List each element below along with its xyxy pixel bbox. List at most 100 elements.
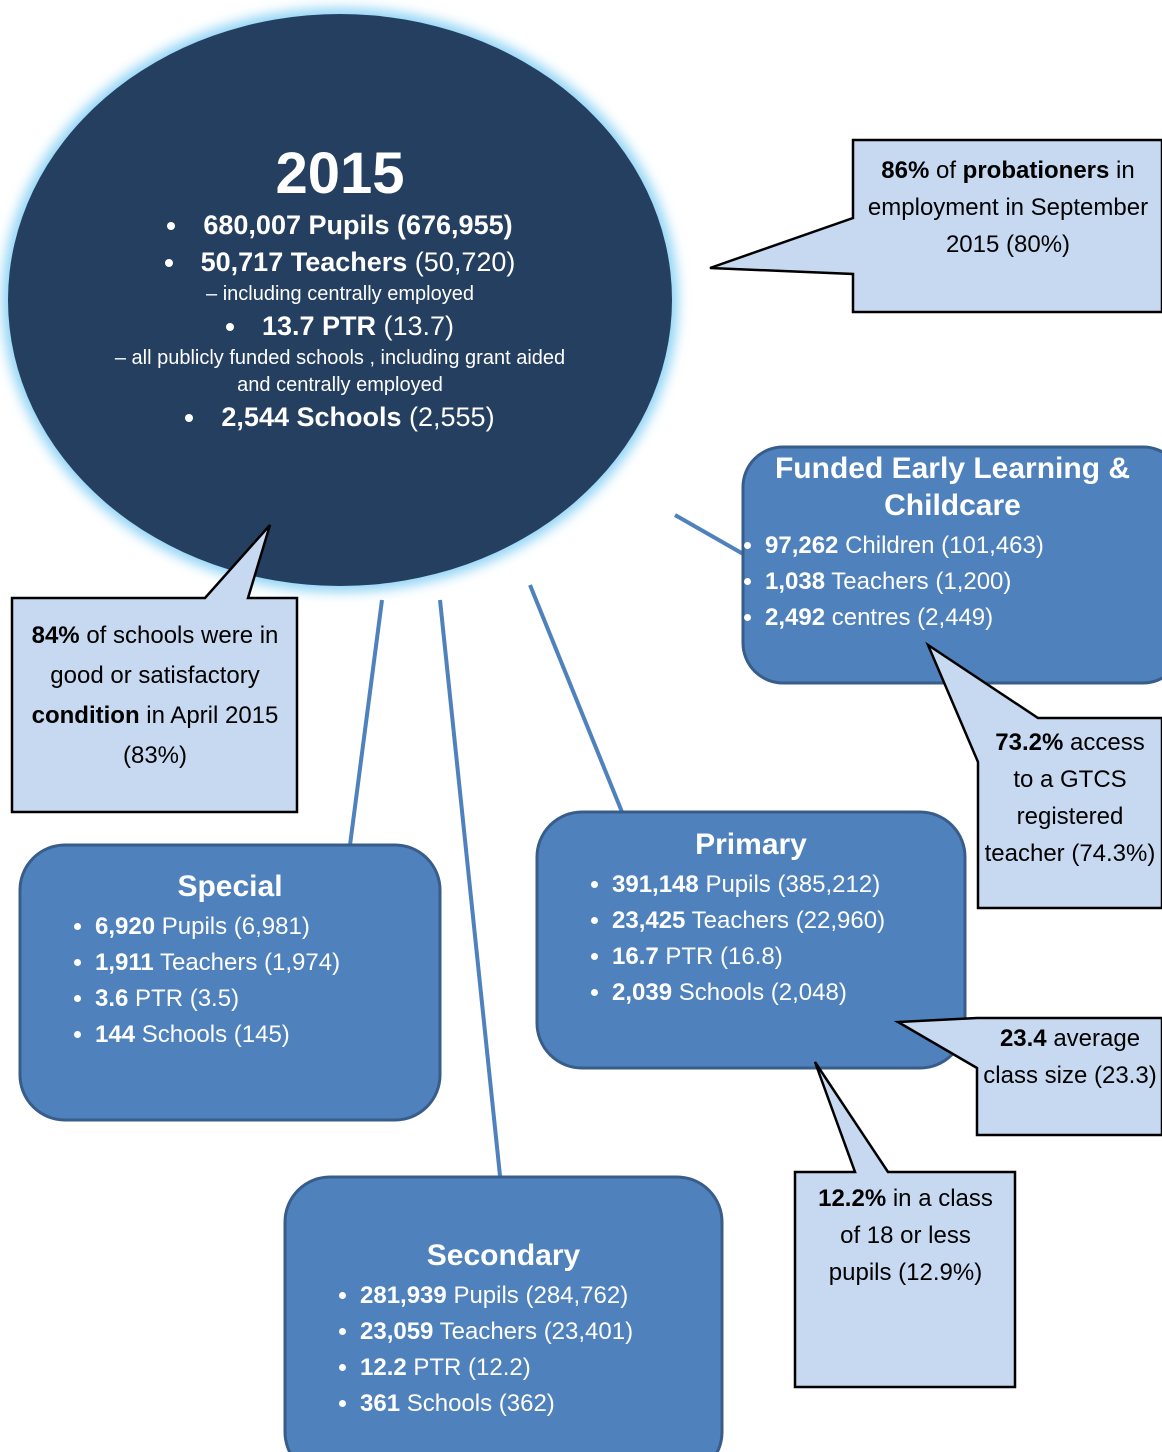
item-strong: 1,038 xyxy=(765,568,826,595)
connector xyxy=(528,584,624,813)
item-rest: Schools (2,048) xyxy=(678,979,847,1006)
item-strong: 23,425 xyxy=(612,907,686,934)
box-title: Special xyxy=(177,870,283,903)
center-note: – including centrally employed xyxy=(206,283,474,305)
box-item: 281,939 Pupils (284,762) xyxy=(360,1278,722,1314)
item-rest: Teachers (22,960) xyxy=(691,907,886,934)
box-early-learning-text: Funded Early Learning & Childcare 97,262 … xyxy=(743,450,1162,636)
box-special-text: Special6,920 Pupils (6,981)1,911 Teacher… xyxy=(20,868,440,1053)
center-summary: 2015 680,007 Pupils (676,955) 50,717 Tea… xyxy=(100,140,580,436)
connector xyxy=(674,513,746,557)
callout-class-size: 23.4 average class size (23.3) xyxy=(980,1020,1160,1094)
center-item: 680,007 Pupils (676,955) xyxy=(100,207,580,244)
box-item: 16.7 PTR (16.8) xyxy=(612,939,965,975)
item-strong: 12.2 xyxy=(360,1354,407,1381)
item-rest: (13.7) xyxy=(383,311,455,341)
item-strong: 3.6 xyxy=(95,985,129,1012)
callout-text: of schools were in good or satisfactory xyxy=(50,622,279,689)
callout-text: in employment in September 2015 (80%) xyxy=(867,157,1149,258)
callout-shape xyxy=(893,1016,1162,1137)
connector xyxy=(438,599,504,1196)
connectors xyxy=(348,513,746,1196)
callout-probationers: 86% of probationers in employment in Sep… xyxy=(860,152,1156,263)
callout-shape xyxy=(10,524,299,814)
box-item: 1,911 Teachers (1,974) xyxy=(95,945,440,981)
callout-text: average class size (23.3) xyxy=(983,1025,1157,1089)
callout-text: in April 2015 (83%) xyxy=(122,702,279,769)
box-list: 6,920 Pupils (6,981)1,911 Teachers (1,97… xyxy=(20,909,440,1053)
center-list: 13.7 PTR (13.7) xyxy=(100,308,580,345)
item-rest: Schools (145) xyxy=(141,1021,290,1048)
item-strong: 50,717 Teachers xyxy=(200,247,408,277)
center-list: 2,544 Schools (2,555) xyxy=(100,399,580,436)
item-rest: Teachers (1,200) xyxy=(831,568,1012,595)
item-strong: 2,492 xyxy=(765,604,826,631)
box-item: 23,059 Teachers (23,401) xyxy=(360,1314,722,1350)
item-strong: 391,148 xyxy=(612,871,699,898)
item-strong: 23,059 xyxy=(360,1318,434,1345)
item-rest: PTR (16.8) xyxy=(665,943,783,970)
callout-text: access to a GTCS registered teacher (74.… xyxy=(984,729,1156,867)
item-strong: 1,911 xyxy=(95,949,154,976)
item-rest: Teachers (23,401) xyxy=(439,1318,634,1345)
callout-gtcs: 73.2% access to a GTCS registered teache… xyxy=(982,724,1158,872)
callout-shape xyxy=(793,1061,1017,1389)
box-item: 391,148 Pupils (385,212) xyxy=(612,867,965,903)
box-title: Primary xyxy=(695,828,807,861)
item-rest: PTR (3.5) xyxy=(135,985,240,1012)
item-rest: (676,955) xyxy=(397,210,513,240)
item-rest: (50,720) xyxy=(414,247,516,277)
box-item: 2,039 Schools (2,048) xyxy=(612,975,965,1011)
item-strong: 16.7 xyxy=(612,943,659,970)
center-title: 2015 xyxy=(275,141,405,206)
box-item: 3.6 PTR (3.5) xyxy=(95,981,440,1017)
item-strong: 97,262 xyxy=(765,532,839,559)
box-list: 281,939 Pupils (284,762)23,059 Teachers … xyxy=(285,1278,722,1422)
item-strong: 144 xyxy=(95,1021,136,1048)
item-strong: 361 xyxy=(360,1390,401,1417)
callout-strong: 86% xyxy=(881,157,930,184)
box-item: 6,920 Pupils (6,981) xyxy=(95,909,440,945)
center-list: 680,007 Pupils (676,955) 50,717 Teachers… xyxy=(100,207,580,281)
item-strong: 6,920 xyxy=(95,913,156,940)
item-rest: Teachers (1,974) xyxy=(159,949,341,976)
box-item: 97,262 Children (101,463) xyxy=(765,528,1162,564)
center-item: 2,544 Schools (2,555) xyxy=(100,399,580,436)
center-item: 50,717 Teachers (50,720) xyxy=(100,244,580,281)
callout-shape xyxy=(709,138,1162,314)
item-strong: 13.7 PTR xyxy=(261,311,376,341)
box-special xyxy=(18,843,442,1122)
box-primary xyxy=(535,810,967,1070)
box-secondary xyxy=(283,1175,724,1452)
item-strong: 281,939 xyxy=(360,1282,447,1309)
box-list: 391,148 Pupils (385,212)23,425 Teachers … xyxy=(537,867,965,1011)
item-rest: Pupils (6,981) xyxy=(161,913,310,940)
ellipse xyxy=(8,14,672,586)
box-secondary-text: Secondary281,939 Pupils (284,762)23,059 … xyxy=(285,1237,722,1422)
item-rest: (2,555) xyxy=(409,402,495,432)
callout-schools-condition: 84% of schools were in good or satisfact… xyxy=(30,616,280,776)
box-item: 144 Schools (145) xyxy=(95,1017,440,1053)
item-rest: Pupils (284,762) xyxy=(453,1282,629,1309)
callout-text: of xyxy=(935,157,956,184)
callout-strong: 23.4 xyxy=(999,1025,1047,1052)
connector xyxy=(348,599,384,846)
box-item: 361 Schools (362) xyxy=(360,1386,722,1422)
callout-small-class: 12.2% in a class of 18 or less pupils (1… xyxy=(808,1180,1003,1291)
callout-strong: probationers xyxy=(962,157,1110,184)
box-item: 2,492 centres (2,449) xyxy=(765,600,1162,636)
center-note: – all publicly funded schools , includin… xyxy=(114,347,566,396)
callout-strong: condition xyxy=(31,702,140,729)
item-rest: centres (2,449) xyxy=(831,604,994,631)
callout-strong: 12.2% xyxy=(818,1185,887,1212)
center-item: 13.7 PTR (13.7) xyxy=(100,308,580,345)
callout-shape xyxy=(925,641,1162,910)
item-strong: 680,007 Pupils xyxy=(203,210,390,240)
box-item: 23,425 Teachers (22,960) xyxy=(612,903,965,939)
item-rest: PTR (12.2) xyxy=(413,1354,531,1381)
item-rest: Schools (362) xyxy=(406,1390,555,1417)
callout-strong: 84% xyxy=(31,622,80,649)
callout-text: in a class of 18 or less pupils (12.9%) xyxy=(828,1185,993,1286)
